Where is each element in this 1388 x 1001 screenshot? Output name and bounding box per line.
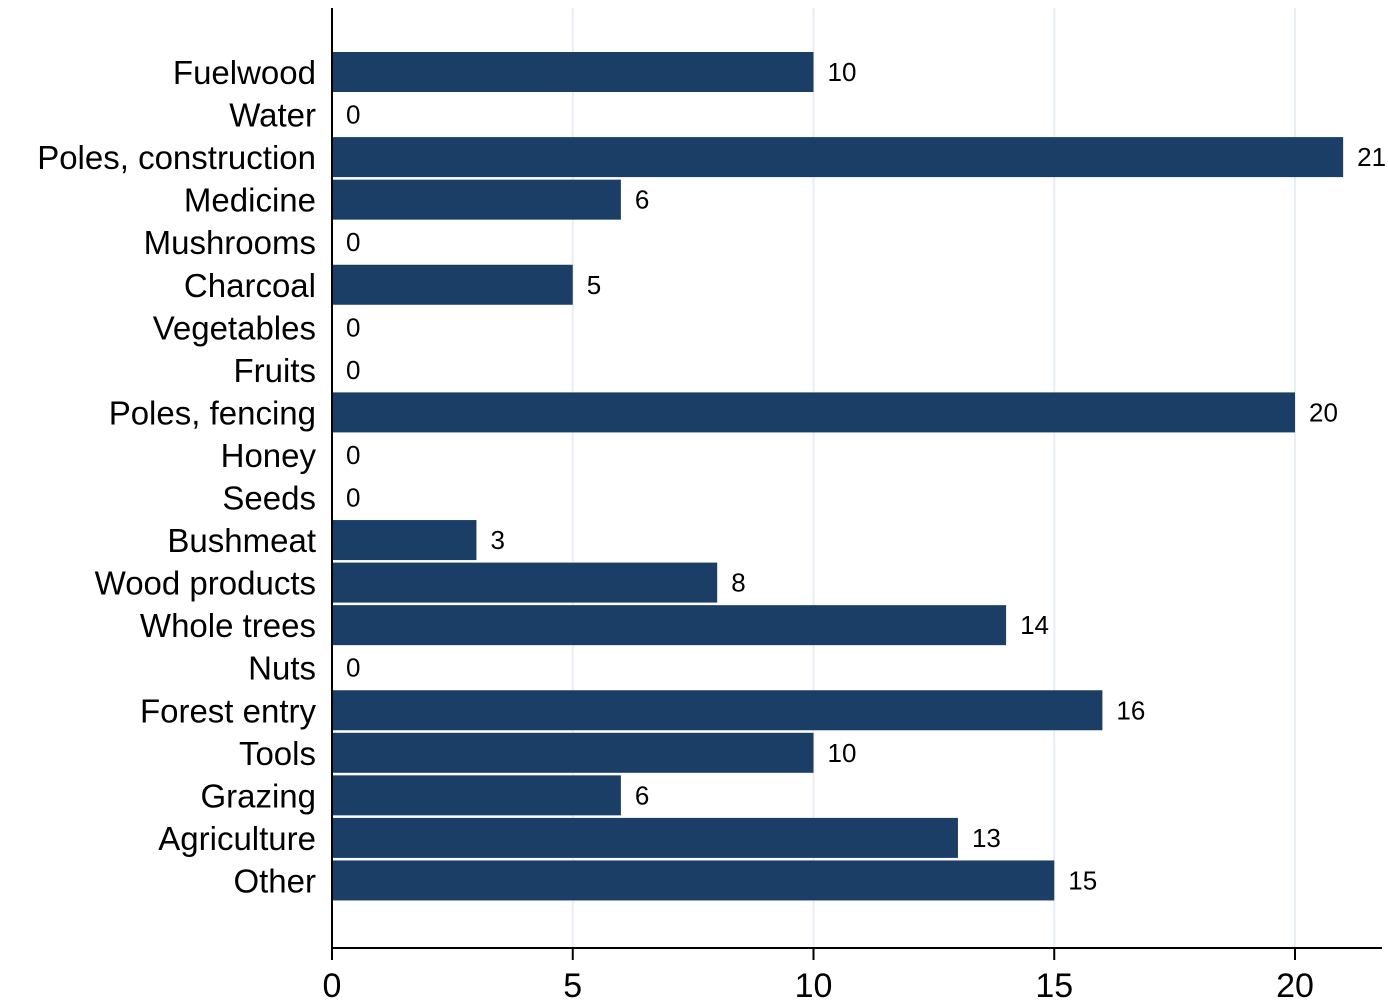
category-label: Nuts: [248, 650, 316, 687]
bars: [332, 52, 1344, 901]
bar: [332, 860, 1055, 901]
category-labels: Fuelwood Water Poles, construction Medicine…: [37, 54, 316, 899]
x-tick-label: 0: [323, 967, 342, 1001]
bar: [332, 52, 814, 92]
data-label: 20: [1309, 397, 1338, 427]
bar: [332, 179, 621, 220]
bar: [332, 264, 573, 305]
bar: [332, 605, 1007, 646]
category-label: Charcoal: [184, 267, 316, 304]
data-label: 0: [346, 312, 360, 342]
bar: [332, 775, 621, 816]
category-label: Medicine: [184, 182, 316, 219]
data-label: 10: [828, 57, 857, 87]
data-label: 15: [1068, 865, 1097, 895]
x-tick-label: 5: [563, 967, 582, 1001]
bar: [332, 137, 1344, 178]
category-label: Tools: [239, 735, 316, 772]
data-labels: 10 0 21 6 0 5 0 0 20 0 0 3 8 14 0 16 10 6 13 15: [346, 57, 1386, 895]
data-label: 13: [972, 823, 1001, 853]
data-label: 0: [346, 483, 360, 513]
data-label: 21: [1357, 142, 1386, 172]
bar: [332, 392, 1295, 433]
data-label: 0: [346, 355, 360, 385]
bar: [332, 690, 1103, 731]
x-tick-label: 10: [795, 967, 833, 1001]
data-label: 3: [490, 525, 504, 555]
bar: [332, 732, 814, 773]
category-label: Whole trees: [140, 607, 316, 644]
category-label: Mushrooms: [144, 224, 316, 261]
data-label: 8: [731, 568, 745, 598]
data-label: 14: [1020, 610, 1049, 640]
bar: [332, 817, 958, 858]
data-label: 0: [346, 100, 360, 130]
category-label: Fruits: [234, 352, 317, 389]
category-label: Poles, fencing: [109, 394, 316, 431]
category-label: Other: [233, 862, 316, 899]
x-axis-ticks: 0 5 10 15 20: [323, 948, 1314, 1001]
category-label: Agriculture: [158, 820, 316, 857]
category-label: Vegetables: [153, 309, 316, 346]
data-label: 16: [1116, 695, 1145, 725]
category-label: Poles, construction: [37, 139, 316, 176]
category-label: Water: [229, 97, 316, 134]
data-label: 5: [587, 270, 601, 300]
category-label: Fuelwood: [173, 54, 316, 91]
category-label: Wood products: [95, 565, 316, 602]
category-label: Honey: [221, 437, 317, 474]
data-label: 0: [346, 653, 360, 683]
data-label: 10: [828, 738, 857, 768]
x-tick-label: 15: [1035, 967, 1073, 1001]
category-label: Forest entry: [140, 692, 317, 729]
bar: [332, 562, 718, 603]
data-label: 6: [635, 185, 649, 215]
category-label: Grazing: [200, 777, 316, 814]
category-label: Seeds: [222, 480, 316, 517]
x-tick-label: 20: [1276, 967, 1314, 1001]
data-label: 0: [346, 440, 360, 470]
data-label: 6: [635, 780, 649, 810]
data-label: 0: [346, 227, 360, 257]
category-label: Bushmeat: [167, 522, 316, 559]
bar: [332, 520, 477, 561]
